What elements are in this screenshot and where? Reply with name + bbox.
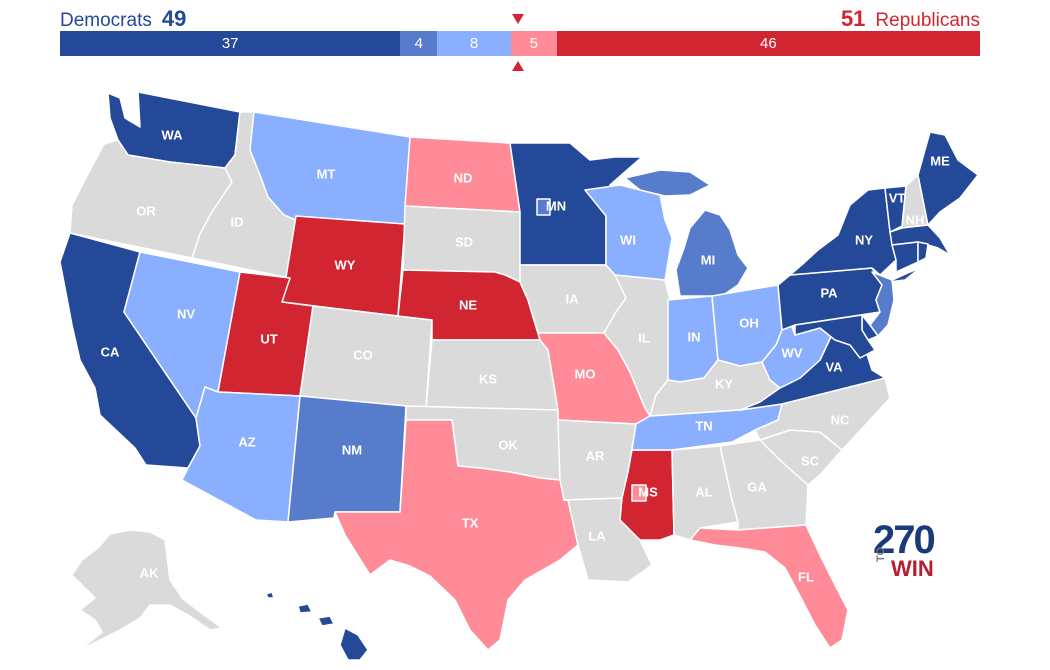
label-NE: NE	[459, 297, 477, 312]
label-HI: HI	[316, 639, 329, 654]
logo-win-text: WIN	[891, 556, 934, 581]
label-NC: NC	[831, 412, 850, 427]
balance-segment-3: 5	[510, 31, 557, 56]
democrats-total: Democrats 49	[60, 6, 186, 32]
label-IL: IL	[638, 330, 650, 345]
label-ME: ME	[930, 153, 950, 168]
label-NY: NY	[855, 232, 873, 247]
label-WA: WA	[162, 127, 184, 142]
state-HI[interactable]	[265, 591, 369, 661]
label-KS: KS	[479, 371, 497, 386]
republicans-label: Republicans	[875, 10, 980, 31]
label-WI: WI	[620, 232, 636, 247]
label-ID: ID	[231, 214, 244, 229]
democrats-label: Democrats	[60, 10, 152, 31]
state-FL[interactable]	[689, 524, 849, 649]
label-PA: PA	[820, 285, 838, 300]
state-CO[interactable]	[299, 305, 433, 409]
label-NM: NM	[342, 442, 362, 457]
label-OK: OK	[498, 437, 518, 452]
label-IA: IA	[566, 291, 580, 306]
state-MI[interactable]	[624, 169, 749, 297]
state-AZ[interactable]	[181, 386, 301, 523]
special-election-MN[interactable]	[536, 198, 551, 216]
label-NH: NH	[906, 212, 925, 227]
republicans-total: 51 Republicans	[841, 6, 980, 32]
label-UT: UT	[260, 331, 277, 346]
label-FL: FL	[798, 569, 814, 584]
special-election-MS[interactable]	[631, 484, 647, 502]
label-AR: AR	[586, 448, 605, 463]
270towin-logo: 270 TO WIN	[873, 520, 953, 582]
label-VT: VT	[889, 190, 906, 205]
state-TX[interactable]	[334, 419, 579, 651]
label-AL: AL	[695, 484, 712, 499]
state-NM[interactable]	[287, 395, 407, 523]
balance-segment-0: 37	[60, 31, 401, 56]
label-VA: VA	[825, 359, 843, 374]
state-CT[interactable]	[891, 241, 919, 273]
label-MN: MN	[546, 198, 566, 213]
label-MS: MS	[638, 484, 658, 499]
state-NC[interactable]	[754, 377, 891, 451]
label-AZ: AZ	[238, 434, 255, 449]
label-MI: MI	[701, 252, 715, 267]
label-CA: CA	[101, 344, 120, 359]
logo-270-text: 270	[873, 518, 936, 562]
label-OR: OR	[136, 203, 156, 218]
state-MN[interactable]	[509, 142, 643, 266]
majority-marker-top-icon	[512, 14, 524, 24]
democrats-count: 49	[161, 6, 187, 31]
label-TX: TX	[462, 515, 479, 530]
label-OH: OH	[739, 315, 759, 330]
balance-segment-4: 46	[556, 31, 980, 56]
label-MO: MO	[575, 366, 596, 381]
state-MD[interactable]	[794, 314, 876, 359]
label-SC: SC	[801, 453, 820, 468]
label-NV: NV	[177, 306, 195, 321]
label-LA: LA	[588, 528, 606, 543]
label-SD: SD	[455, 234, 473, 249]
label-MT: MT	[317, 166, 336, 181]
balance-segment-2: 8	[437, 31, 511, 56]
senate-balance-bar: 37 4 8 5 46	[60, 31, 980, 56]
balance-segment-1: 4	[400, 31, 438, 56]
label-AK: AK	[140, 565, 159, 580]
state-AK[interactable]	[71, 529, 223, 651]
label-ND: ND	[454, 170, 473, 185]
label-WV: WV	[782, 345, 803, 360]
label-TN: TN	[695, 418, 712, 433]
state-ME[interactable]	[917, 131, 979, 226]
logo-to-text: TO	[875, 546, 887, 562]
state-RI[interactable]	[917, 241, 929, 263]
republicans-count: 51	[840, 6, 866, 31]
label-GA: GA	[747, 479, 767, 494]
label-KY: KY	[715, 376, 733, 391]
label-WY: WY	[335, 257, 356, 272]
majority-marker-bottom-icon	[512, 61, 524, 71]
label-IN: IN	[688, 329, 701, 344]
label-CO: CO	[353, 347, 373, 362]
